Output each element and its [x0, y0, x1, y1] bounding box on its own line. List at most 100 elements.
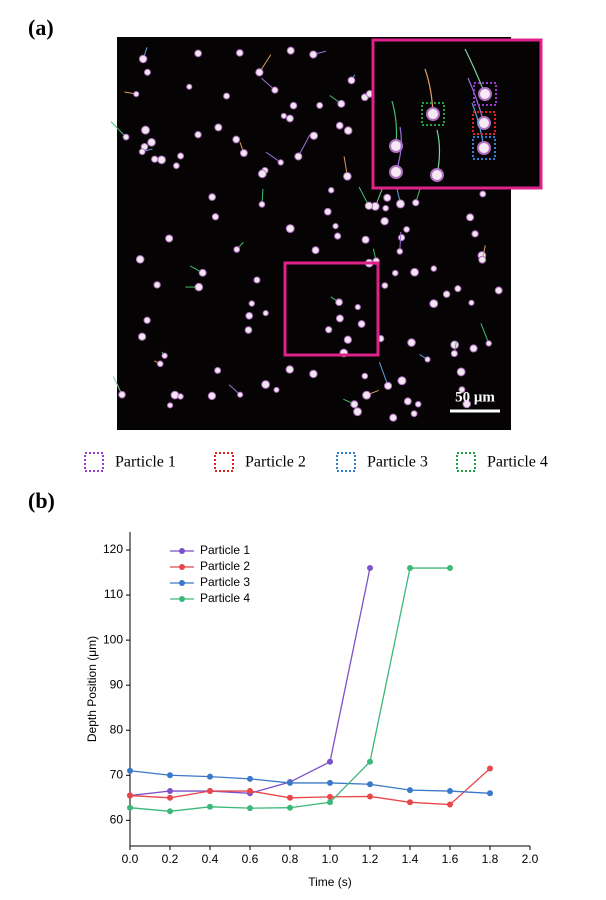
particle	[424, 356, 431, 363]
particle-track	[378, 362, 389, 387]
particle	[450, 340, 460, 350]
particle	[233, 246, 241, 253]
data-point	[167, 788, 173, 795]
legend-label: Particle 3	[367, 454, 428, 471]
particle	[273, 386, 280, 393]
particle	[479, 190, 487, 198]
particle	[245, 311, 254, 320]
legend-label: Particle 1	[200, 543, 250, 557]
x-tick-label: 1.8	[482, 852, 499, 866]
particle	[309, 369, 318, 379]
x-tick-label: 1.4	[402, 852, 419, 866]
data-point	[287, 804, 293, 811]
particle	[156, 360, 164, 368]
particles	[110, 46, 503, 422]
particle	[396, 248, 404, 255]
data-point	[407, 787, 413, 794]
particle	[143, 316, 151, 324]
particle	[335, 314, 344, 323]
x-axis-title: Time (s)	[308, 875, 352, 889]
x-tick-label: 0.8	[282, 852, 299, 866]
particle	[380, 216, 389, 226]
particle	[167, 402, 174, 409]
particle	[147, 138, 156, 147]
data-point	[447, 565, 453, 572]
particle	[286, 46, 295, 55]
particle	[138, 332, 147, 341]
particle	[430, 265, 437, 272]
particle	[244, 326, 253, 334]
particle-track	[480, 323, 490, 344]
legend-swatch	[336, 452, 356, 472]
data-point	[247, 788, 253, 795]
particle	[362, 390, 372, 400]
data-point	[447, 788, 453, 795]
scale-bar-label: 50 μm	[455, 389, 495, 405]
y-tick-label: 90	[110, 677, 124, 691]
particle	[337, 99, 346, 108]
legend-marker	[179, 596, 185, 602]
data-point	[127, 792, 133, 799]
particle	[398, 234, 406, 242]
data-point	[207, 803, 213, 810]
x-tick-label: 0.0	[122, 852, 139, 866]
data-point	[327, 799, 333, 806]
y-tick-label: 100	[103, 632, 123, 646]
particle	[347, 76, 356, 85]
particle	[462, 399, 472, 409]
data-point	[327, 758, 333, 765]
particle	[391, 269, 399, 277]
data-point	[207, 773, 213, 780]
data-point	[407, 799, 413, 806]
particle	[133, 91, 140, 98]
data-point	[167, 808, 173, 815]
particle	[280, 112, 287, 119]
particle	[151, 155, 159, 163]
particle	[335, 121, 344, 130]
particle	[389, 165, 403, 179]
data-point	[367, 781, 373, 788]
data-point	[447, 801, 453, 808]
particle	[458, 386, 466, 394]
data-point	[327, 793, 333, 800]
x-tick-label: 1.2	[362, 852, 379, 866]
particle	[257, 169, 267, 179]
particle	[214, 123, 223, 132]
particle	[186, 83, 193, 90]
particle	[361, 372, 369, 380]
y-axis-title: Depth Position (μm)	[85, 636, 99, 742]
particle	[316, 101, 324, 109]
particle	[223, 92, 230, 100]
particle	[485, 340, 492, 347]
particle	[469, 344, 478, 353]
particle	[410, 410, 418, 418]
particle	[253, 276, 261, 284]
particle-track	[297, 134, 311, 157]
zoom-box	[283, 261, 380, 357]
particle	[381, 282, 389, 289]
particle	[383, 193, 392, 202]
particle	[403, 226, 410, 233]
particle	[157, 155, 166, 165]
particle	[177, 393, 184, 400]
particle	[471, 230, 479, 238]
particle	[153, 281, 161, 289]
particle	[328, 187, 335, 194]
particle	[261, 380, 270, 389]
data-point	[167, 794, 173, 801]
particle	[361, 235, 370, 244]
particle	[332, 222, 339, 230]
particle-box	[472, 111, 496, 135]
particle	[389, 139, 403, 153]
y-tick-label: 70	[110, 767, 124, 781]
particle	[122, 133, 130, 141]
legend-marker	[179, 580, 185, 586]
particle	[118, 390, 126, 399]
particle	[403, 397, 412, 406]
particle	[138, 54, 148, 64]
data-point	[367, 793, 373, 800]
particle	[211, 213, 220, 221]
particle	[426, 107, 440, 121]
inset-particles	[389, 48, 492, 182]
